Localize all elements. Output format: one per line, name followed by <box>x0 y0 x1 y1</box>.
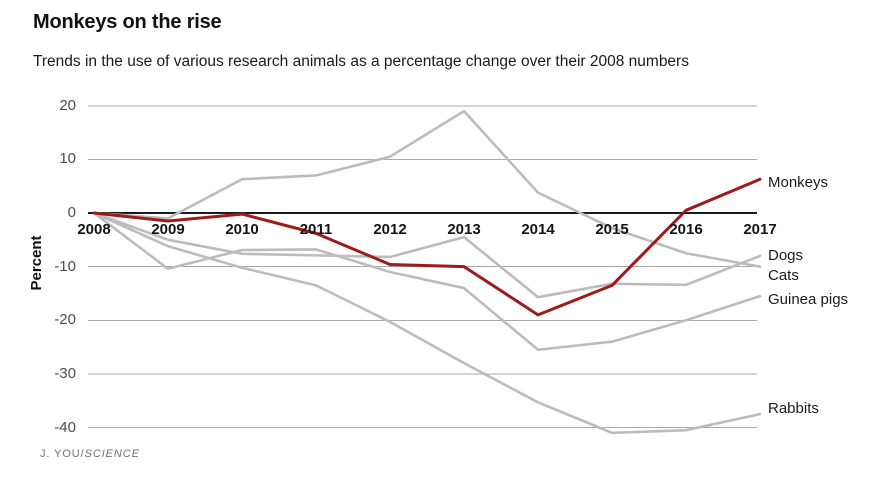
series-line-dogs <box>92 211 762 299</box>
x-tick-label: 2016 <box>669 221 703 238</box>
x-tick-label: 2013 <box>447 221 481 238</box>
x-tick-label: 2011 <box>299 221 333 238</box>
credit-publication: SCIENCE <box>84 448 140 460</box>
x-tick-label: 2017 <box>743 221 777 238</box>
x-tick-label: 2015 <box>595 221 629 238</box>
y-tick-label: 20 <box>59 96 76 114</box>
x-tick-label: 2009 <box>151 221 185 238</box>
series-line-cats <box>92 109 762 268</box>
y-tick-label: 10 <box>59 150 76 168</box>
x-tick-label: 2010 <box>225 221 259 238</box>
series-line-guinea-pigs <box>92 211 762 352</box>
x-tick-label: 2008 <box>77 221 111 238</box>
y-tick-label: -40 <box>54 418 76 436</box>
credit-line: J. YOU/SCIENCE <box>40 448 140 460</box>
series-line-rabbits <box>92 211 762 435</box>
chart-subtitle: Trends in the use of various research an… <box>33 53 689 70</box>
series-label-rabbits: Rabbits <box>768 400 819 418</box>
x-tick-label: 2014 <box>521 221 555 238</box>
credit-author: J. YOU/ <box>40 448 85 460</box>
y-tick-label: -30 <box>54 364 76 382</box>
series-line-monkeys <box>92 177 762 317</box>
y-tick-label: -10 <box>54 257 76 275</box>
series-label-guinea-pigs: Guinea pigs <box>768 291 849 309</box>
y-tick-label: 0 <box>67 204 76 221</box>
x-tick-label: 2012 <box>373 221 407 238</box>
y-tick-label: -20 <box>54 311 76 329</box>
series-label-cats: Cats <box>768 266 799 284</box>
chart-title: Monkeys on the rise <box>33 11 222 33</box>
series-label-monkeys: Monkeys <box>768 174 829 192</box>
series-label-dogs: Dogs <box>768 246 804 264</box>
